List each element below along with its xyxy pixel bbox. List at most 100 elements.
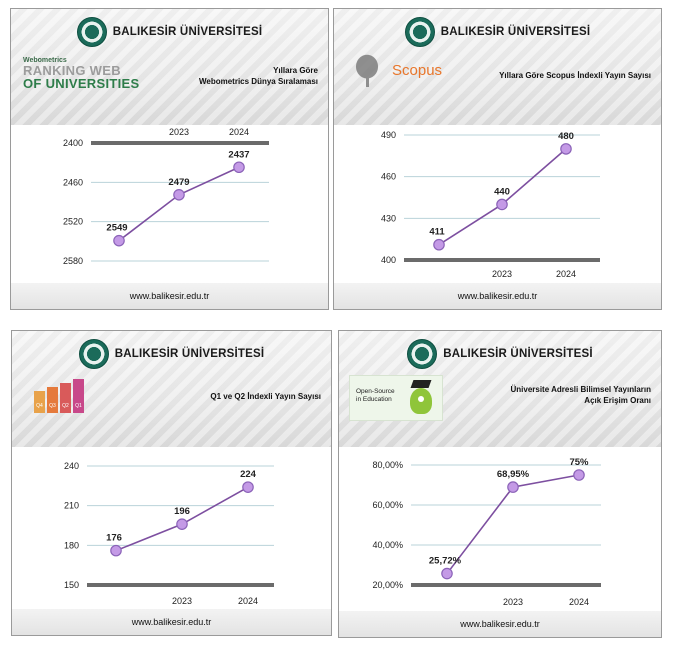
brand: BALIKESİR ÜNİVERSİTESİ (339, 339, 661, 369)
data-label: 196 (174, 506, 190, 517)
university-seal-icon (76, 17, 107, 47)
panel-header: BALIKESİR ÜNİVERSİTESİ Q4 Q3 Q2 Q1 Q1 ve… (12, 331, 331, 447)
y-tick-label: 180 (64, 540, 79, 550)
y-tick-label: 430 (381, 213, 396, 223)
x-tick-label: 2023 (503, 597, 523, 607)
y-tick-label: 2580 (63, 256, 83, 266)
chart-subtitle: Q1 ve Q2 İndexli Yayın Sayısı (210, 391, 321, 402)
brand-name: BALIKESİR ÜNİVERSİTESİ (112, 26, 263, 38)
open-access-chart: 20,00% 40,00% 60,00% 80,00% 2023 2024 25,72% 68… (372, 457, 601, 607)
footer-url: www.balikesir.edu.tr (334, 283, 661, 309)
data-label: 25,72% (429, 556, 462, 567)
data-point (242, 481, 254, 493)
data-point (560, 143, 572, 155)
y-tick-label: 2520 (63, 217, 83, 227)
q4-bar (34, 391, 45, 413)
data-label: 2479 (168, 177, 189, 188)
chart-area: 2400 2460 2520 2580 2023 2024 2549 2479 2437 (11, 125, 328, 283)
open-source-keyhole-icon (410, 388, 432, 414)
elsevier-tree-icon (348, 53, 386, 87)
footer-url: www.balikesir.edu.tr (12, 609, 331, 635)
x-tick-label: 2024 (569, 597, 589, 607)
q1-label: Q1 (75, 403, 82, 409)
panel-header: BALIKESİR ÜNİVERSİTESİ Webometrics RANKI… (11, 9, 328, 125)
q1-q2-panel: BALIKESİR ÜNİVERSİTESİ Q4 Q3 Q2 Q1 Q1 ve… (11, 330, 332, 636)
data-point (441, 567, 453, 580)
subtitle-line1: Üniversite Adresli Bilimsel Yayınların (510, 385, 651, 394)
x-tick-label: 2024 (229, 127, 249, 137)
x-tick-label: 2023 (172, 596, 192, 606)
q3-bar (47, 387, 58, 413)
open-source-education-logo: Open-Source in Education (349, 375, 443, 421)
q1-q2-chart: 150 180 210 240 2023 2024 176 196 224 (64, 461, 274, 606)
open-source-line1: Open-Source (356, 388, 395, 395)
data-label: 2437 (228, 149, 249, 160)
data-label: 176 (106, 533, 122, 544)
data-label: 480 (558, 131, 574, 142)
scopus-logo-text: Scopus (392, 61, 443, 79)
subtitle-line1: Q1 ve Q2 İndexli Yayın Sayısı (210, 392, 321, 401)
y-tick-label: 240 (64, 461, 79, 471)
open-source-logo-text: Open-Source in Education (356, 388, 395, 404)
subtitle-line2: Webometrics Dünya Sıralaması (198, 77, 318, 86)
scopus-logo: Scopus (348, 53, 442, 87)
y-tick-label: 150 (64, 580, 79, 590)
scopus-panel: BALIKESİR ÜNİVERSİTESİ Scopus Yıllara Gö… (333, 8, 662, 310)
y-tick-label: 210 (64, 501, 79, 511)
webometrics-logo-line2: OF UNIVERSITIES (23, 76, 140, 91)
x-tick-label: 2023 (492, 269, 512, 279)
open-source-line2: in Education (356, 396, 392, 403)
data-label: 2549 (106, 223, 127, 234)
y-tick-label: 2460 (63, 177, 83, 187)
webometrics-chart: 2400 2460 2520 2580 2023 2024 2549 2479 2437 (63, 127, 269, 266)
brand: BALIKESİR ÜNİVERSİTESİ (12, 339, 331, 369)
brand: BALIKESİR ÜNİVERSİTESİ (11, 17, 328, 47)
data-point (233, 161, 245, 174)
panel-header: BALIKESİR ÜNİVERSİTESİ Scopus Yıllara Gö… (334, 9, 661, 125)
y-tick-label: 490 (381, 130, 396, 140)
q4-label: Q4 (36, 403, 43, 409)
panel-header: BALIKESİR ÜNİVERSİTESİ Open-Source in Ed… (339, 331, 661, 447)
y-tick-label: 20,00% (372, 580, 403, 590)
data-label: 224 (240, 469, 257, 480)
scopus-chart: 400 430 460 490 2023 2024 411 440 480 (381, 130, 600, 279)
data-point (433, 238, 445, 251)
y-tick-label: 400 (381, 255, 396, 265)
subtitle-line2: Açık Erişim Oranı (584, 396, 651, 405)
webometrics-logo: Webometrics RANKING WEB OF UNIVERSITIES (23, 57, 139, 90)
data-point (496, 198, 508, 211)
x-tick-label: 2024 (238, 596, 258, 606)
university-seal-icon (404, 17, 435, 47)
chart-area: 400 430 460 490 2023 2024 411 440 480 (334, 125, 661, 283)
x-tick-label: 2023 (169, 127, 189, 137)
webometrics-logo-small: Webometrics (23, 57, 67, 64)
data-point (573, 469, 585, 481)
subtitle-line1: Yıllara Göre Scopus İndexli Yayın Sayısı (499, 71, 651, 80)
brand: BALIKESİR ÜNİVERSİTESİ (334, 17, 661, 47)
data-point (507, 481, 519, 493)
graduation-cap-icon (410, 380, 432, 388)
q1-bar (73, 379, 84, 413)
quartile-logo: Q4 Q3 Q2 Q1 (34, 379, 84, 413)
data-point (173, 188, 185, 201)
x-tick-label: 2024 (556, 269, 576, 279)
y-tick-label: 40,00% (372, 540, 403, 550)
chart-subtitle: Üniversite Adresli Bilimsel Yayınların A… (510, 384, 651, 406)
data-label: 411 (429, 227, 445, 238)
q2-bar (60, 383, 71, 413)
footer-url: www.balikesir.edu.tr (11, 283, 328, 309)
webometrics-panel: BALIKESİR ÜNİVERSİTESİ Webometrics RANKI… (10, 8, 329, 310)
data-point (113, 234, 125, 247)
y-tick-label: 2400 (63, 138, 83, 148)
subtitle-line1: Yıllara Göre (273, 66, 318, 75)
chart-subtitle: Yıllara Göre Scopus İndexli Yayın Sayısı (499, 70, 651, 81)
y-tick-label: 80,00% (372, 460, 403, 470)
university-seal-icon (78, 339, 109, 369)
data-label: 68,95% (497, 469, 530, 480)
data-point (176, 518, 188, 530)
data-label: 440 (494, 186, 510, 197)
y-tick-label: 460 (381, 172, 396, 182)
data-label: 75% (569, 457, 589, 468)
webometrics-logo-line1: RANKING WEB (23, 63, 121, 78)
chart-subtitle: Yıllara Göre Webometrics Dünya Sıralamas… (199, 65, 318, 87)
